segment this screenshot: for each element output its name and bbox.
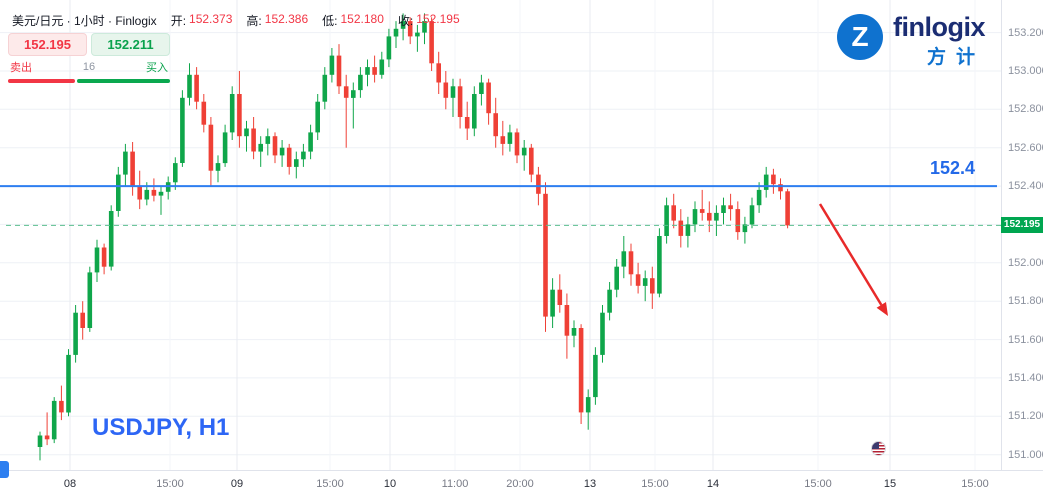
time-axis-label: 13 <box>583 478 597 490</box>
price-axis-label: 151.800 <box>1008 295 1043 308</box>
price-axis-label: 152.600 <box>1008 141 1043 154</box>
time-axis-label: 20:00 <box>506 478 534 490</box>
finlogix-logo: Z finlogix 方计 <box>837 12 986 69</box>
price-axis-label: 151.000 <box>1008 448 1043 461</box>
time-axis-label: 10 <box>383 478 397 490</box>
time-axis[interactable]: 08 15:00 09 15:00 10 11:00 20:00 13 15:00 14 15:00… <box>0 470 1043 499</box>
time-axis-label: 15:00 <box>316 478 344 490</box>
toolbar-fragment[interactable] <box>0 461 9 478</box>
time-axis-label: 11:00 <box>441 478 469 490</box>
order-panel: 152.195 152.211 卖出 16 买入 <box>8 33 170 83</box>
brand-name-cn: 方计 <box>926 47 985 68</box>
sell-price-button[interactable]: 152.195 <box>8 33 87 56</box>
price-axis-label: 153.200 <box>1008 26 1043 39</box>
ohlc-high: 高: 152.386 <box>246 12 309 28</box>
price-axis-label: 152.400 <box>1008 180 1043 193</box>
time-axis-label: 14 <box>706 478 720 490</box>
current-price-tag: 152.195 <box>1001 217 1043 234</box>
ohlc-header: 美元/日元 · 1小时 · Finlogix 开: 152.373 高: 152.3… <box>12 12 460 29</box>
time-axis-label: 15:00 <box>804 478 832 490</box>
time-axis-label: 15 <box>883 478 897 490</box>
symbol-info: 美元/日元 · 1小时 · Finlogix <box>12 14 157 28</box>
brand-name: finlogix <box>893 12 986 42</box>
buy-label: 买入 <box>146 62 168 74</box>
ohlc-open: 开: 152.373 <box>170 12 233 28</box>
price-axis-label: 152.000 <box>1008 256 1043 269</box>
buy-ratio-bar <box>77 79 170 83</box>
buy-price-button[interactable]: 152.211 <box>91 33 170 56</box>
us-flag-icon <box>871 441 886 456</box>
sell-ratio-bar <box>8 79 76 83</box>
sell-label: 卖出 <box>10 62 32 74</box>
time-axis-label: 08 <box>63 478 77 490</box>
chart-canvas[interactable] <box>0 0 1001 470</box>
price-axis-label: 152.800 <box>1008 103 1043 116</box>
price-axis-label: 151.200 <box>1008 410 1043 423</box>
level-label[interactable]: 152.4 <box>930 158 976 179</box>
finlogix-icon: Z <box>837 14 883 60</box>
time-axis-label: 15:00 <box>156 478 184 490</box>
time-axis-label: 15:00 <box>961 478 989 490</box>
ohlc-low: 低: 152.180 <box>322 12 384 28</box>
symbol-annotation[interactable]: USDJPY, H1 <box>92 414 230 441</box>
time-axis-label: 09 <box>230 478 244 490</box>
price-axis-label: 153.000 <box>1008 64 1043 77</box>
price-axis-label: 151.400 <box>1008 371 1043 384</box>
sentiment-ratio-bar <box>8 79 170 83</box>
spread-value: 16 <box>82 61 96 73</box>
time-axis-label: 15:00 <box>641 478 669 490</box>
price-axis-label: 151.600 <box>1008 333 1043 346</box>
ohlc-close: 收: 152.195 <box>397 12 460 28</box>
price-axis[interactable]: 153.200153.000152.800152.600152.400152.2… <box>1001 0 1043 470</box>
